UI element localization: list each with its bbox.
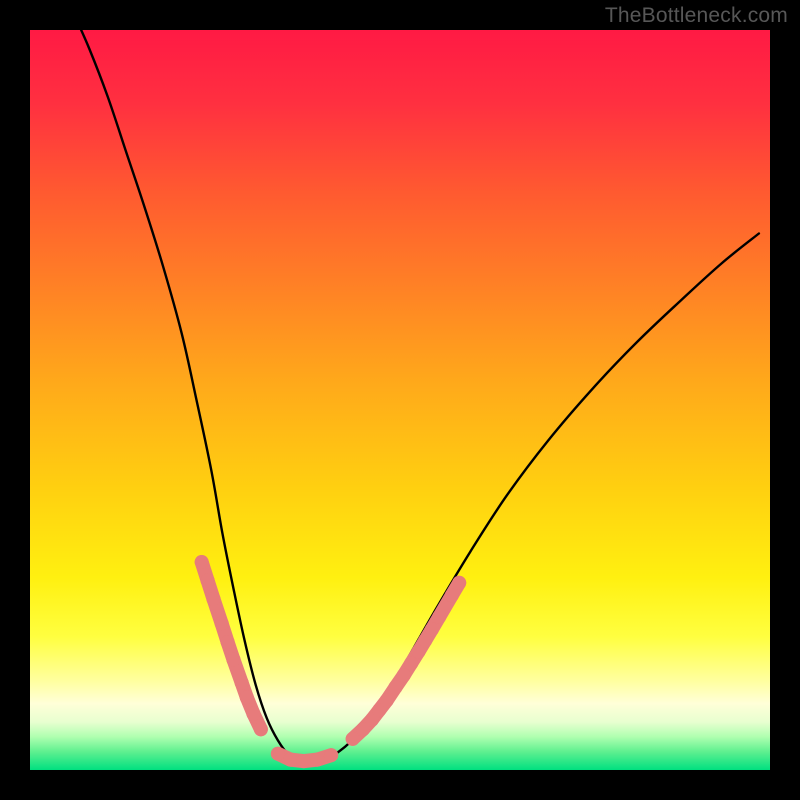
watermark-text: TheBottleneck.com xyxy=(605,4,788,28)
marker-cap xyxy=(297,754,311,768)
marker-cap xyxy=(283,753,297,767)
marker-cap xyxy=(240,690,254,704)
marker-cap xyxy=(227,653,241,667)
marker-cap xyxy=(271,747,285,761)
plot-background xyxy=(30,30,770,770)
marker-cap xyxy=(235,676,249,690)
marker-cap xyxy=(404,656,418,670)
marker-cap xyxy=(195,555,209,569)
marker-cap xyxy=(389,680,403,694)
marker-cap xyxy=(445,588,459,602)
marker-cap xyxy=(207,592,221,606)
marker-cap xyxy=(380,693,394,707)
marker-cap xyxy=(221,635,235,649)
marker-cap xyxy=(201,574,215,588)
marker-cap xyxy=(324,748,338,762)
marker-cap xyxy=(246,707,260,721)
marker-cap xyxy=(432,610,446,624)
marker-cap xyxy=(397,668,411,682)
marker-cap xyxy=(254,722,268,736)
marker-cap xyxy=(310,753,324,767)
marker-cap xyxy=(452,576,466,590)
plot-svg xyxy=(0,0,800,800)
marker-cap xyxy=(425,622,439,636)
marker-cap xyxy=(215,616,229,630)
marker-cap xyxy=(346,732,360,746)
chart-container: TheBottleneck.com xyxy=(0,0,800,800)
